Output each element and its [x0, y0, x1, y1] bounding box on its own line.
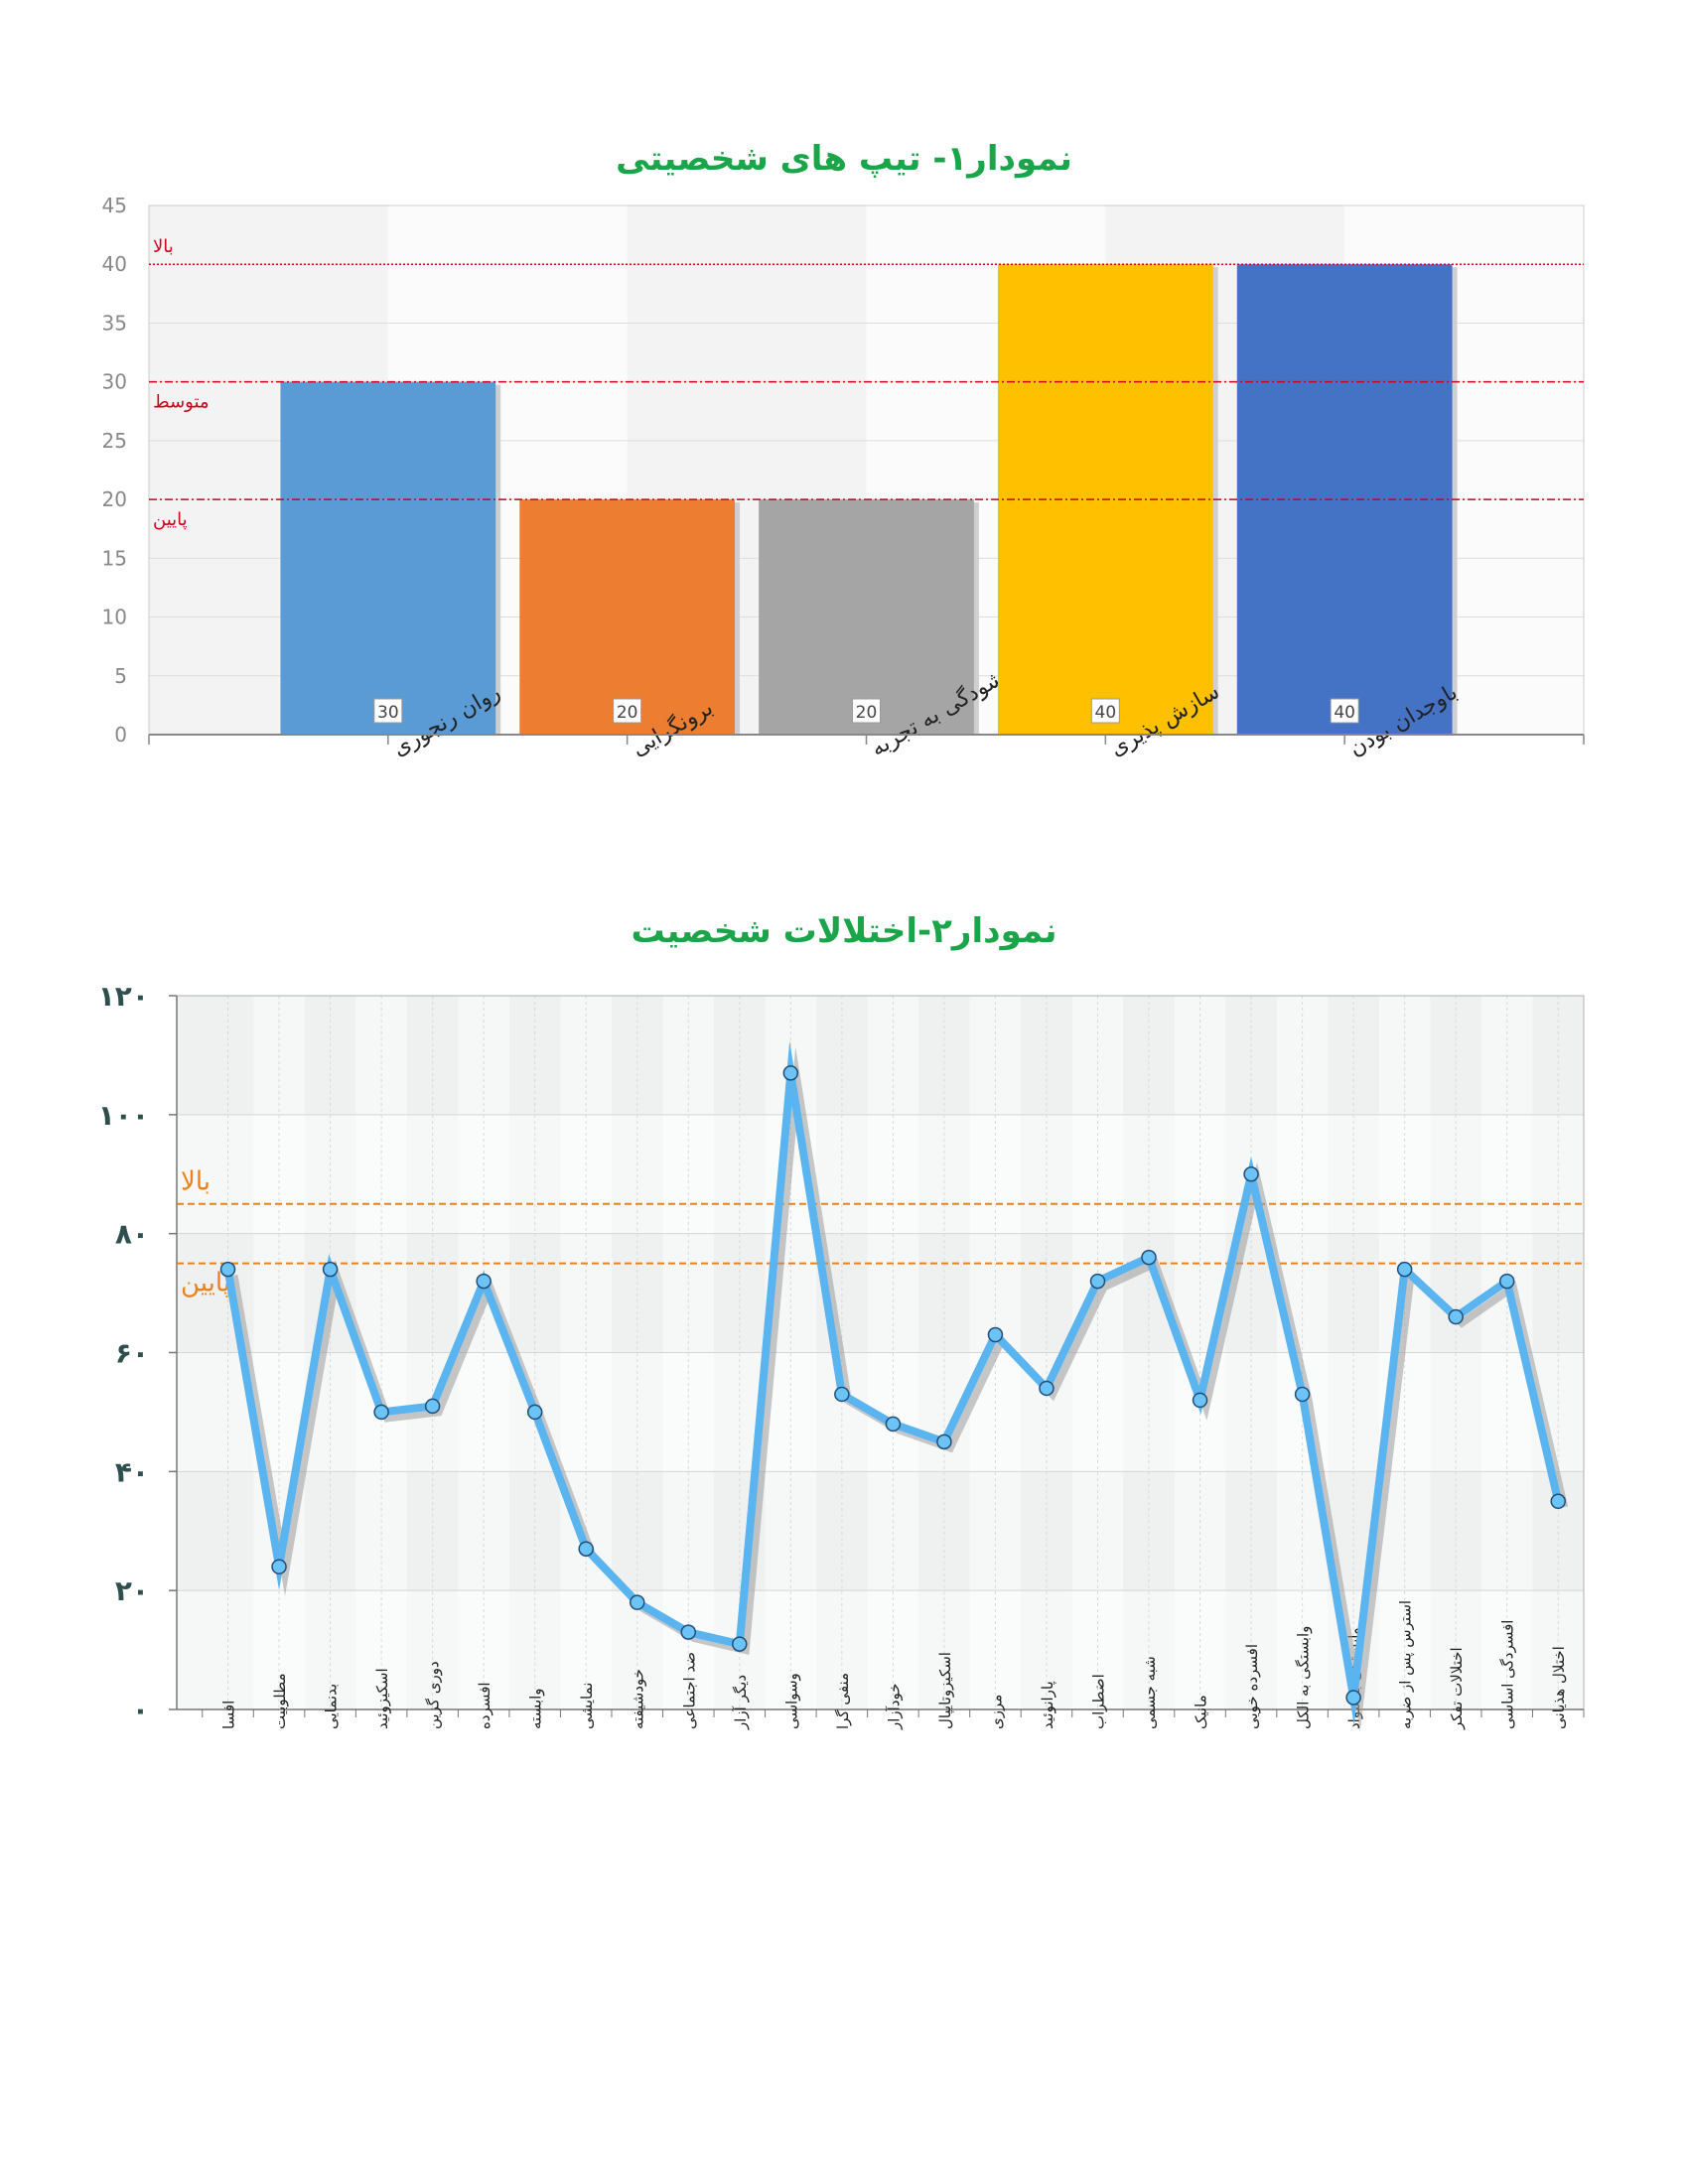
y-tick-label: 45 — [102, 194, 127, 217]
data-point — [1192, 1392, 1208, 1409]
y-tick-label: ۲۰ — [115, 1574, 149, 1607]
x-tick-label: نمایشی — [578, 1683, 596, 1729]
reference-label: بالا — [153, 236, 174, 257]
x-tick-label: وابستگی به الکل — [1295, 1626, 1313, 1729]
data-point — [834, 1386, 850, 1403]
y-tick-label: ۱۰۰ — [98, 1099, 149, 1132]
y-tick-label: ۶۰ — [115, 1337, 149, 1370]
y-tick-label: 5 — [114, 664, 127, 688]
data-point — [322, 1261, 339, 1278]
data-point — [987, 1326, 1004, 1343]
y-tick-label: 25 — [102, 429, 127, 453]
data-point — [1243, 1166, 1259, 1182]
x-tick-label: خودشیفته — [630, 1669, 647, 1729]
x-tick-label: بدنمایی — [323, 1684, 341, 1729]
x-tick-label: مرزی — [987, 1695, 1005, 1729]
x-tick-label: افسرده — [476, 1682, 493, 1729]
data-point — [885, 1416, 902, 1433]
y-tick-label: ۰ — [132, 1694, 149, 1726]
x-tick-label: افسرده خویی — [1243, 1644, 1261, 1729]
data-label-box — [852, 698, 881, 724]
x-tick-label: وسواسی — [782, 1673, 800, 1729]
bar — [759, 499, 974, 735]
data-point — [1396, 1261, 1413, 1278]
data-point — [1039, 1380, 1055, 1397]
y-tick-label: 35 — [102, 311, 127, 335]
data-point — [476, 1273, 492, 1290]
chart2-title: نمودار۲-اختلالات شخصیت — [631, 911, 1057, 951]
data-point — [219, 1261, 236, 1278]
data-point — [1345, 1690, 1361, 1706]
y-tick-label: 40 — [102, 252, 127, 276]
plot-column — [1584, 996, 1635, 1709]
data-point — [629, 1594, 645, 1610]
data-label-box — [373, 698, 403, 724]
y-tick-label: 30 — [102, 370, 127, 394]
chart1-title: نمودار۱- تیپ های شخصیتی — [616, 139, 1072, 179]
x-tick-label: وابسته — [527, 1688, 545, 1729]
data-point — [1089, 1273, 1106, 1290]
data-point — [1498, 1273, 1515, 1290]
y-tick-label: 15 — [102, 546, 127, 570]
x-tick-label: اسکیزوتایپال — [936, 1652, 955, 1729]
x-tick-label: خودآزار — [885, 1683, 903, 1730]
reference-label: پایین — [153, 509, 188, 530]
data-point — [1550, 1493, 1566, 1510]
x-tick-label: دیگر آزار — [732, 1675, 750, 1730]
x-tick-label: دوری گزین — [425, 1661, 443, 1729]
y-tick-label: ۴۰ — [115, 1455, 149, 1488]
data-point — [1141, 1249, 1157, 1266]
data-point — [680, 1624, 697, 1640]
x-tick-label: اختلال هذیانی — [1550, 1646, 1568, 1729]
data-point — [526, 1404, 543, 1421]
data-label: 20 — [617, 703, 638, 723]
data-point — [1294, 1386, 1311, 1403]
plot-band — [177, 996, 1584, 1115]
data-point — [271, 1559, 287, 1574]
x-tick-label: افسردگی اساسی — [1499, 1620, 1517, 1729]
data-point — [1448, 1308, 1464, 1325]
y-tick-label: ۸۰ — [115, 1218, 149, 1251]
plot-band — [177, 1471, 1584, 1591]
data-point — [782, 1065, 799, 1081]
x-tick-label: مانیک — [1193, 1695, 1210, 1729]
data-label-box — [613, 698, 642, 724]
bar — [280, 381, 496, 735]
x-tick-label: شبه جسمی — [1141, 1656, 1159, 1729]
y-tick-label: 0 — [114, 723, 127, 747]
y-tick-label: 20 — [102, 487, 127, 511]
x-tick-label: افسا — [220, 1701, 238, 1729]
x-tick-label: پارانوئید — [1039, 1681, 1057, 1729]
data-label-box — [1090, 698, 1120, 724]
reference-label: بالا — [181, 1167, 211, 1197]
data-label: 30 — [377, 703, 399, 723]
plot-band — [177, 1233, 1584, 1353]
x-tick-label: ضد اجتماعی — [680, 1652, 698, 1729]
x-tick-label: اضطراب — [1089, 1674, 1107, 1729]
x-tick-label: مطلوبیت — [271, 1674, 289, 1729]
bar — [519, 499, 736, 735]
x-tick-label: استرس پس از ضربه — [1397, 1600, 1416, 1729]
data-point — [373, 1404, 389, 1421]
x-tick-label: منفی گرا — [834, 1673, 852, 1729]
x-tick-label: اختلالات تفکر — [1448, 1647, 1466, 1730]
data-label-box — [1330, 698, 1359, 724]
x-tick-label: اسکیزوئید — [373, 1668, 391, 1729]
data-point — [732, 1636, 748, 1652]
data-label: 40 — [1334, 703, 1355, 723]
data-point — [424, 1398, 441, 1415]
data-point — [578, 1541, 594, 1557]
y-tick-label: ۱۲۰ — [98, 980, 149, 1013]
plot-band — [177, 1114, 1584, 1234]
reference-label: متوسط — [153, 392, 210, 413]
data-point — [936, 1433, 952, 1450]
data-label: 20 — [856, 703, 878, 723]
y-tick-label: 10 — [102, 606, 127, 629]
data-label: 40 — [1095, 703, 1117, 723]
